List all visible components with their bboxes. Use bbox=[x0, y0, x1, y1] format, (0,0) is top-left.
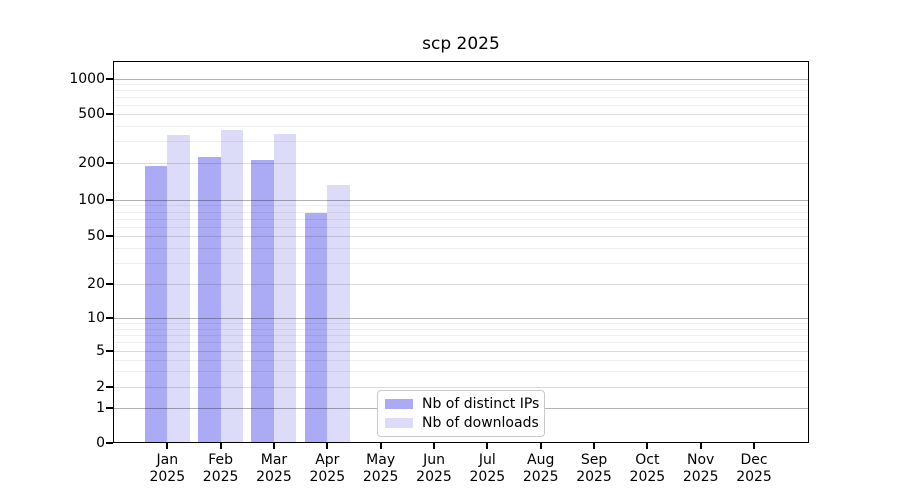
legend-swatch-distinct-ips bbox=[385, 399, 413, 409]
x-axis-tick-label: Dec 2025 bbox=[736, 452, 772, 485]
bar-downloads bbox=[167, 134, 190, 443]
x-axis-tick bbox=[166, 443, 169, 449]
bar-distinct-ips bbox=[198, 156, 221, 443]
gridline bbox=[114, 387, 808, 388]
y-axis-tick-label: 20 bbox=[87, 276, 105, 292]
legend-swatch-downloads bbox=[385, 418, 413, 428]
y-axis-tick-label: 1 bbox=[96, 400, 105, 416]
gridline-minor bbox=[114, 97, 808, 98]
gridline-minor bbox=[114, 84, 808, 86]
legend: Nb of distinct IPs Nb of downloads bbox=[377, 390, 545, 437]
bar-downloads bbox=[327, 185, 350, 443]
y-axis-tick bbox=[106, 283, 113, 285]
x-axis-tick-label: Sep 2025 bbox=[576, 452, 612, 485]
y-axis-tick bbox=[106, 235, 113, 237]
gridline-minor bbox=[114, 90, 808, 92]
x-axis-tick bbox=[272, 443, 275, 449]
gridline-minor bbox=[114, 342, 808, 344]
y-axis-tick-label: 50 bbox=[87, 228, 105, 244]
x-axis-tick bbox=[646, 443, 649, 449]
bar-downloads bbox=[273, 133, 297, 443]
gridline-major bbox=[114, 79, 808, 80]
x-axis-tick bbox=[486, 443, 489, 449]
y-axis-tick-label: 0 bbox=[96, 435, 105, 451]
y-axis-tick-label: 100 bbox=[78, 192, 105, 208]
y-axis-tick bbox=[106, 386, 113, 388]
gridline-minor bbox=[114, 328, 808, 330]
legend-item-downloads: Nb of downloads bbox=[385, 415, 539, 431]
y-axis-tick-label: 1000 bbox=[69, 71, 105, 87]
x-axis-tick-label: Apr 2025 bbox=[309, 452, 346, 485]
y-axis-tick bbox=[106, 199, 113, 201]
gridline-minor bbox=[114, 247, 808, 249]
gridline-major bbox=[114, 200, 808, 201]
gridline-minor bbox=[114, 104, 808, 106]
gridline bbox=[114, 163, 808, 164]
gridline-major bbox=[114, 318, 808, 319]
y-axis-tick-label: 200 bbox=[78, 155, 105, 171]
y-axis-tick-label: 5 bbox=[96, 343, 105, 359]
bar-distinct-ips bbox=[304, 212, 328, 443]
x-axis-tick bbox=[379, 443, 382, 449]
x-axis-tick bbox=[326, 443, 329, 449]
x-axis-tick-label: Nov 2025 bbox=[682, 452, 719, 485]
y-axis-tick bbox=[106, 162, 113, 164]
gridline bbox=[114, 351, 808, 352]
x-axis-tick bbox=[539, 443, 542, 449]
gridline bbox=[114, 114, 808, 115]
x-axis-tick-label: Jun 2025 bbox=[416, 452, 452, 485]
y-axis-tick bbox=[106, 78, 113, 80]
gridline-minor bbox=[114, 323, 808, 325]
y-axis-tick bbox=[106, 317, 113, 319]
x-axis-tick bbox=[219, 443, 222, 449]
y-axis-tick bbox=[106, 442, 113, 444]
chart-title: scp 2025 bbox=[422, 34, 500, 54]
legend-item-distinct-ips: Nb of distinct IPs bbox=[385, 396, 540, 412]
x-axis-tick-label: May 2025 bbox=[362, 452, 399, 485]
x-axis-tick-label: Jul 2025 bbox=[469, 452, 506, 485]
gridline-minor bbox=[114, 359, 808, 361]
gridline-minor bbox=[114, 125, 808, 127]
gridline bbox=[114, 236, 808, 237]
y-axis-tick-label: 500 bbox=[78, 106, 105, 122]
legend-label-downloads: Nb of downloads bbox=[422, 415, 539, 431]
y-axis-tick bbox=[106, 407, 113, 409]
y-axis-tick-label: 2 bbox=[96, 379, 105, 395]
x-axis-tick bbox=[433, 443, 435, 449]
bar-distinct-ips bbox=[144, 165, 168, 443]
y-axis-tick bbox=[106, 350, 113, 352]
x-axis-tick bbox=[699, 443, 702, 449]
x-axis-tick-label: Oct 2025 bbox=[629, 452, 666, 485]
x-axis-tick-label: Mar 2025 bbox=[256, 452, 292, 485]
gridline-minor bbox=[114, 205, 808, 207]
gridline-minor bbox=[114, 141, 808, 143]
x-axis-tick-label: Jan 2025 bbox=[149, 452, 186, 485]
bar-distinct-ips bbox=[251, 160, 274, 443]
gridline-minor bbox=[114, 371, 808, 373]
gridline-minor bbox=[114, 262, 808, 264]
x-axis-tick bbox=[593, 443, 596, 449]
gridline bbox=[114, 284, 808, 285]
y-axis-tick-label: 10 bbox=[87, 310, 105, 326]
x-axis-tick-label: Feb 2025 bbox=[202, 452, 239, 485]
bar-downloads bbox=[220, 130, 244, 443]
x-axis-tick bbox=[753, 443, 756, 449]
gridline-minor bbox=[114, 226, 808, 228]
legend-label-distinct-ips: Nb of distinct IPs bbox=[422, 396, 540, 412]
gridline-minor bbox=[114, 334, 808, 336]
gridline-minor bbox=[114, 218, 808, 220]
gridline-minor bbox=[114, 211, 808, 213]
y-axis-tick bbox=[106, 113, 113, 115]
x-axis-tick-label: Aug 2025 bbox=[522, 452, 559, 485]
